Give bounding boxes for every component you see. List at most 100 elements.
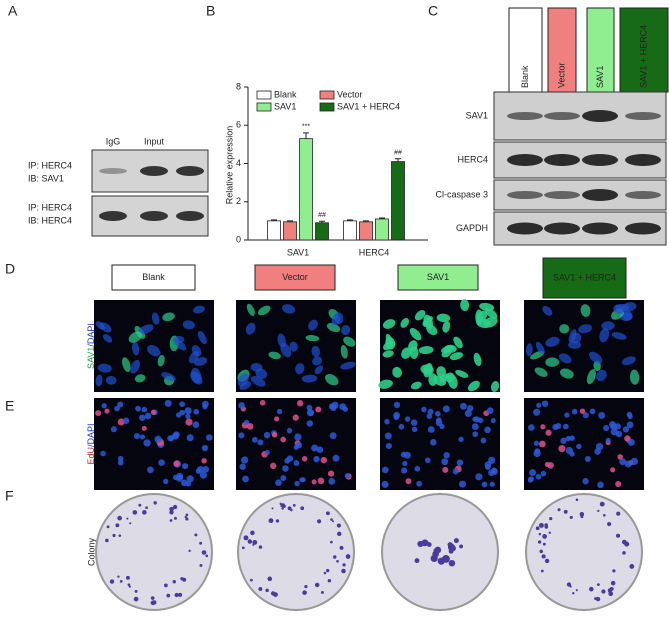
nucleus bbox=[540, 424, 546, 430]
group-header bbox=[547, 7, 577, 93]
nucleus bbox=[259, 399, 266, 406]
colony bbox=[601, 589, 606, 594]
cell bbox=[490, 380, 500, 392]
cell bbox=[105, 375, 117, 385]
nucleus bbox=[175, 412, 182, 418]
colony bbox=[164, 583, 168, 588]
colony bbox=[138, 503, 142, 507]
blot-band bbox=[582, 189, 618, 201]
nucleus bbox=[464, 409, 472, 418]
cell bbox=[190, 367, 202, 384]
nucleus bbox=[528, 424, 535, 431]
nucleus bbox=[626, 421, 634, 429]
colony bbox=[109, 579, 115, 584]
nucleus bbox=[301, 456, 308, 462]
group-label: Blank bbox=[142, 272, 165, 282]
nucleus bbox=[393, 414, 400, 421]
nucleus bbox=[332, 454, 340, 462]
nucleus bbox=[202, 404, 208, 410]
nucleus bbox=[627, 438, 635, 446]
nucleus bbox=[144, 412, 152, 420]
group-label: Vector bbox=[282, 272, 308, 282]
nucleus bbox=[342, 406, 348, 412]
colony bbox=[579, 512, 585, 517]
nucleus bbox=[627, 414, 633, 420]
colony bbox=[126, 517, 129, 520]
bar bbox=[315, 222, 329, 241]
legend-label: SAV1 bbox=[274, 101, 296, 111]
colony bbox=[281, 507, 284, 510]
colony bbox=[616, 511, 621, 516]
blot-band bbox=[544, 154, 580, 166]
nucleus bbox=[489, 481, 495, 487]
bar bbox=[299, 138, 313, 241]
colony bbox=[326, 568, 330, 573]
group-header bbox=[111, 264, 196, 291]
cell bbox=[138, 324, 154, 334]
colony bbox=[616, 533, 621, 538]
colony bbox=[540, 569, 544, 573]
nucleus bbox=[452, 468, 459, 475]
cell bbox=[289, 341, 298, 352]
nucleus bbox=[182, 463, 189, 470]
cell bbox=[245, 322, 256, 335]
colony bbox=[320, 590, 324, 594]
cell bbox=[400, 318, 410, 328]
nucleus bbox=[385, 442, 392, 450]
cell bbox=[621, 302, 637, 312]
panel-label: F bbox=[5, 488, 14, 504]
cell bbox=[382, 319, 396, 329]
colony bbox=[118, 534, 122, 537]
colony bbox=[597, 583, 600, 587]
nucleus bbox=[411, 426, 418, 433]
colony bbox=[459, 544, 464, 549]
x-tick-label: HERC4 bbox=[359, 247, 390, 257]
nucleus bbox=[139, 414, 146, 421]
colony bbox=[117, 575, 120, 578]
nucleus bbox=[175, 474, 183, 482]
nucleus bbox=[114, 405, 120, 412]
colony bbox=[414, 558, 420, 564]
colony bbox=[330, 518, 333, 521]
colony bbox=[142, 510, 147, 515]
colony bbox=[166, 593, 171, 598]
row-label-part: /DAPI bbox=[86, 323, 96, 347]
colony bbox=[185, 517, 189, 521]
nucleus bbox=[184, 407, 192, 415]
cell bbox=[192, 305, 205, 314]
nucleus bbox=[472, 431, 479, 438]
colony bbox=[610, 580, 616, 586]
colony bbox=[538, 522, 544, 528]
colony bbox=[333, 555, 337, 559]
cell bbox=[596, 369, 607, 382]
colony bbox=[629, 564, 635, 569]
nucleus bbox=[488, 456, 496, 464]
blot-band bbox=[544, 112, 580, 120]
nucleus bbox=[401, 467, 408, 474]
colony bbox=[169, 506, 174, 512]
cell bbox=[453, 336, 463, 349]
nucleus bbox=[533, 440, 539, 446]
colony bbox=[542, 542, 546, 546]
cell bbox=[312, 356, 323, 366]
nucleus bbox=[257, 439, 264, 446]
cell bbox=[301, 374, 318, 383]
cell bbox=[409, 327, 422, 341]
nucleus bbox=[101, 403, 107, 409]
nucleus bbox=[603, 424, 610, 431]
nucleus bbox=[306, 404, 313, 411]
nucleus bbox=[193, 408, 200, 415]
nucleus bbox=[402, 460, 408, 467]
colony bbox=[178, 592, 183, 597]
nucleus bbox=[251, 436, 258, 443]
colony bbox=[594, 597, 598, 601]
cell bbox=[611, 332, 627, 340]
nucleus bbox=[185, 413, 191, 419]
colony bbox=[569, 585, 572, 588]
nucleus bbox=[545, 429, 552, 436]
group-label: SAV1 bbox=[595, 66, 605, 88]
colony bbox=[345, 554, 351, 559]
panel-label: B bbox=[206, 3, 215, 19]
colony bbox=[330, 540, 333, 544]
